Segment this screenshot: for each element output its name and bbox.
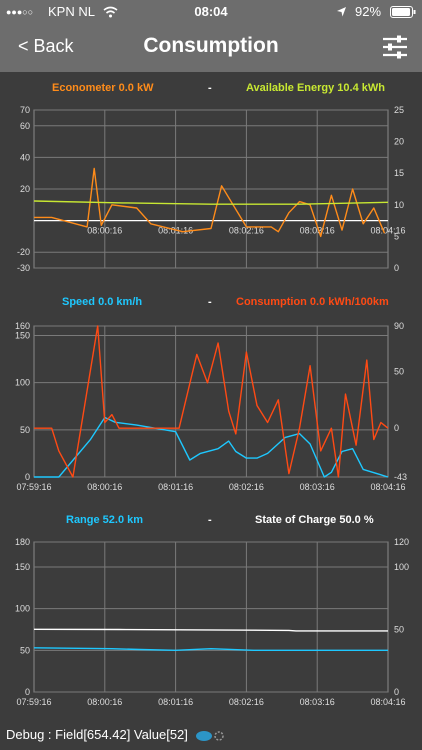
econometer-chart: 08:00:16 08:01:16 08:02:16 08:03:16 08:04:16… <box>17 105 406 273</box>
x-tick-label: 07:59:16 <box>16 697 51 707</box>
debug-readout: Debug : Field[654.42] Value[52] <box>6 727 224 742</box>
y-right-tick-label: -43 <box>394 472 407 482</box>
header-separator: - <box>208 296 212 308</box>
y-right-tick-label: 0 <box>394 687 399 697</box>
settings-sliders-icon[interactable] <box>382 34 408 60</box>
header-separator: - <box>208 82 212 94</box>
x-tick-label: 07:59:16 <box>16 482 51 492</box>
header-separator: - <box>208 514 212 526</box>
x-tick-label: 08:04:16 <box>370 482 405 492</box>
y-left-tick-label: -30 <box>17 263 30 273</box>
status-bar: ●●●○○ KPN NL 08:04 92% <box>0 0 422 24</box>
y-left-tick-label: 150 <box>15 330 30 340</box>
battery-icon <box>390 6 416 18</box>
series-line <box>34 416 389 478</box>
x-tick-label: 08:00:16 <box>87 482 122 492</box>
y-left-tick-label: 70 <box>20 105 30 115</box>
carrier-label: KPN NL <box>48 4 95 19</box>
y-right-tick-label: 50 <box>394 625 404 635</box>
y-left-tick-label: 60 <box>20 121 30 131</box>
x-tick-label: 08:01:16 <box>158 482 193 492</box>
econometer-label: Econometer 0.0 kW <box>52 82 154 94</box>
x-tick-label: 08:02:16 <box>229 697 264 707</box>
y-left-tick-label: 100 <box>15 604 30 614</box>
y-left-tick-label: 0 <box>25 687 30 697</box>
x-tick-label: 08:00:16 <box>87 697 122 707</box>
y-left-tick-label: 0 <box>25 472 30 482</box>
loading-spinner-icon <box>196 731 224 741</box>
x-tick-label: 08:04:16 <box>370 697 405 707</box>
battery-percent: 92% <box>355 4 382 19</box>
location-arrow-icon <box>337 7 346 17</box>
y-left-tick-label: 160 <box>15 321 30 331</box>
x-tick-label: 08:02:16 <box>229 226 264 236</box>
x-tick-label: 08:03:16 <box>300 226 335 236</box>
y-right-tick-label: 90 <box>394 321 404 331</box>
range-label: Range 52.0 km <box>66 514 144 526</box>
y-right-tick-label: 5 <box>394 231 399 241</box>
y-left-tick-label: 100 <box>15 378 30 388</box>
y-right-tick-label: 0 <box>394 423 399 433</box>
debug-text: Debug : Field[654.42] Value[52] <box>6 727 188 742</box>
x-tick-label: 08:03:16 <box>300 697 335 707</box>
y-left-tick-label: 180 <box>15 537 30 547</box>
range-soc-chart: 07:59:16 08:00:16 08:01:16 08:02:16 08:03:16… <box>15 537 409 707</box>
series-line <box>34 167 386 238</box>
series-line <box>33 647 388 652</box>
wifi-icon <box>103 6 118 18</box>
y-right-tick-label: 25 <box>394 105 404 115</box>
consumption-label: Consumption 0.0 kWh/100km <box>236 296 389 308</box>
x-tick-label: 08:00:16 <box>87 226 122 236</box>
y-right-tick-label: 100 <box>394 562 409 572</box>
y-right-tick-label: 15 <box>394 168 404 178</box>
speed-consumption-chart: 07:59:16 08:00:16 08:01:16 08:02:16 08:03:16… <box>15 321 407 492</box>
y-left-tick-label: 50 <box>20 645 30 655</box>
clock: 08:04 <box>194 4 228 19</box>
series-line <box>33 628 388 632</box>
y-right-tick-label: 0 <box>394 263 399 273</box>
y-right-tick-label: 20 <box>394 137 404 147</box>
y-left-tick-label: -20 <box>17 247 30 257</box>
y-right-tick-label: 50 <box>394 366 404 376</box>
series-line <box>33 200 389 205</box>
x-tick-label: 08:02:16 <box>229 482 264 492</box>
state-of-charge-label: State of Charge 50.0 % <box>255 514 374 526</box>
y-left-tick-label: 50 <box>20 425 30 435</box>
y-right-tick-label: 120 <box>394 537 409 547</box>
back-button[interactable]: < Back <box>18 36 74 56</box>
x-tick-label: 08:03:16 <box>300 482 335 492</box>
y-left-tick-label: 150 <box>15 562 30 572</box>
signal-indicator: ●●●○○ <box>6 7 34 17</box>
y-left-tick-label: 20 <box>20 184 30 194</box>
series-line <box>34 325 389 478</box>
available-energy-label: Available Energy 10.4 kWh <box>246 82 385 94</box>
x-tick-label: 08:04:16 <box>370 226 405 236</box>
page-title: Consumption <box>143 34 279 57</box>
nav-bar: < Back Consumption <box>0 24 422 72</box>
speed-label: Speed 0.0 km/h <box>62 296 143 308</box>
x-tick-label: 08:01:16 <box>158 697 193 707</box>
y-right-tick-label: 10 <box>394 200 404 210</box>
y-left-tick-label: 40 <box>20 152 30 162</box>
plot-frame <box>33 541 389 693</box>
